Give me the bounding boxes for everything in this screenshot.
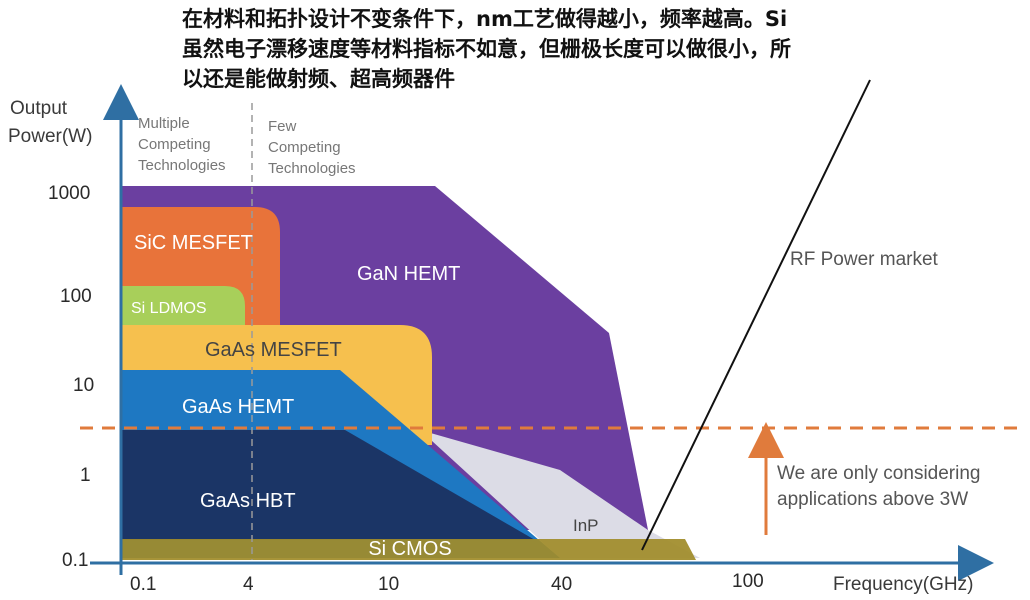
y-tick-label: 1 [80, 465, 91, 486]
y-tick-label: 0.1 [62, 550, 88, 571]
region-note-line: Competing [138, 136, 211, 153]
region-note-line: Multiple [138, 115, 190, 132]
series-label: Si CMOS [368, 538, 451, 560]
inp-region [420, 430, 700, 558]
chart-title: RF Power market [790, 249, 939, 270]
annotation-line: 在材料和拓扑设计不变条件下，nm工艺做得越小，频率越高。Si [182, 7, 788, 31]
gaas-hbt-region [122, 430, 535, 540]
series-label: GaAs MESFET [205, 339, 342, 361]
series-label: InP [573, 516, 599, 535]
threshold-note: We are only considering applications abo… [777, 463, 986, 510]
region-note-line: Technologies [268, 160, 356, 177]
x-tick-label: 100 [732, 571, 764, 592]
y-tick-label: 10 [73, 375, 94, 396]
si-cmos-region [122, 539, 696, 560]
x-tick-label: 40 [551, 574, 572, 595]
region-note-line: Few [268, 118, 297, 135]
series-label: GaN HEMT [357, 263, 460, 285]
y-tick-label: 100 [60, 286, 92, 307]
annotation-text: 在材料和拓扑设计不变条件下，nm工艺做得越小，频率越高。Si 虽然电子漂移速度等… [182, 4, 942, 94]
x-tick-label: 4 [243, 574, 254, 595]
pointer-line [641, 79, 871, 551]
region-note-right: Few Competing Technologies [268, 118, 356, 177]
y-axis-title-line: Power(W) [8, 126, 92, 147]
region-note-left: Multiple Competing Technologies [138, 115, 226, 174]
x-tick-label: 10 [378, 574, 399, 595]
region-note-line: Competing [268, 139, 341, 156]
series-label: SiC MESFET [134, 232, 253, 254]
annotation-line: 虽然电子漂移速度等材料指标不如意，但栅极长度可以做很小，所 [182, 37, 791, 61]
threshold-note-line: We are only considering [777, 463, 980, 484]
region-note-line: Technologies [138, 157, 226, 174]
x-tick-label: 0.1 [130, 574, 156, 595]
series-label: Si LDMOS [131, 300, 207, 317]
x-axis-title: Frequency(GHz) [833, 574, 973, 595]
threshold-note-line: applications above 3W [777, 489, 968, 510]
y-tick-label: 1000 [48, 183, 90, 204]
series-label: GaAs HBT [200, 490, 296, 512]
annotation-line: 以还是能做射频、超高频器件 [182, 67, 455, 91]
y-axis-title: Output Power(W) [8, 98, 92, 147]
y-axis-title-line: Output [10, 98, 68, 119]
series-label: GaAs HEMT [182, 396, 294, 418]
